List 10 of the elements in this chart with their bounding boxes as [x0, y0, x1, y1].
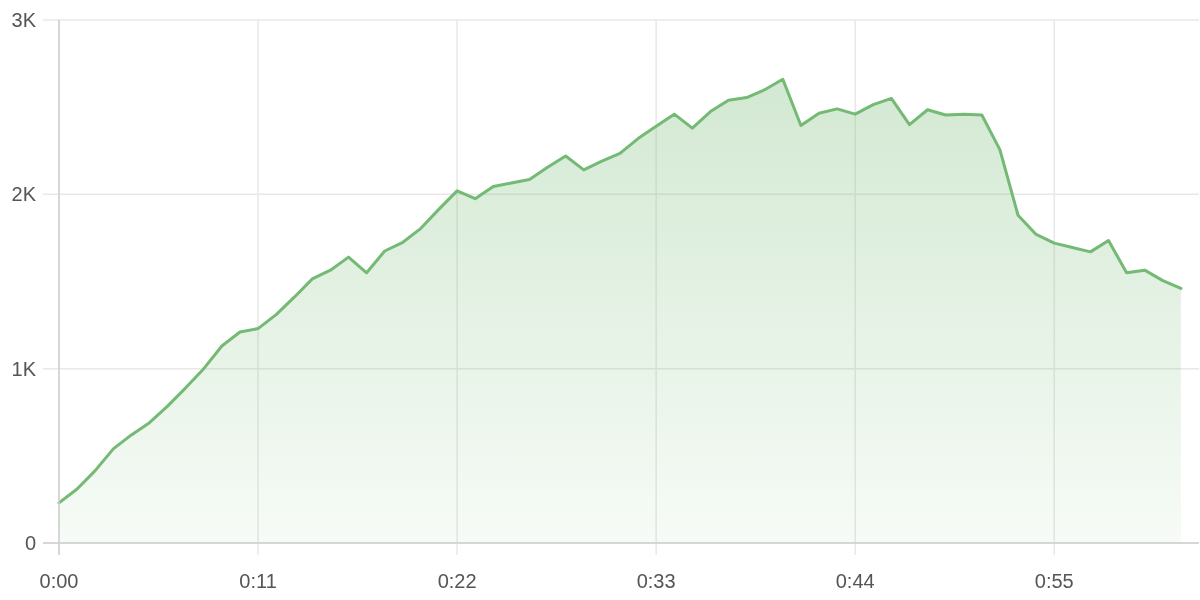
y-tick-label: 1K [11, 357, 37, 380]
x-tick-label: 0:55 [1034, 570, 1074, 592]
y-tick-label: 0 [24, 532, 36, 554]
y-tick-label: 3K [11, 9, 37, 31]
y-tick-label: 2K [11, 183, 37, 206]
x-tick-label: 0:22 [437, 570, 477, 592]
x-tick-label: 0:44 [835, 570, 875, 592]
x-tick-label: 0:33 [636, 570, 676, 592]
x-tick-label: 0:11 [239, 570, 277, 592]
x-tick-label: 0:00 [39, 570, 79, 592]
